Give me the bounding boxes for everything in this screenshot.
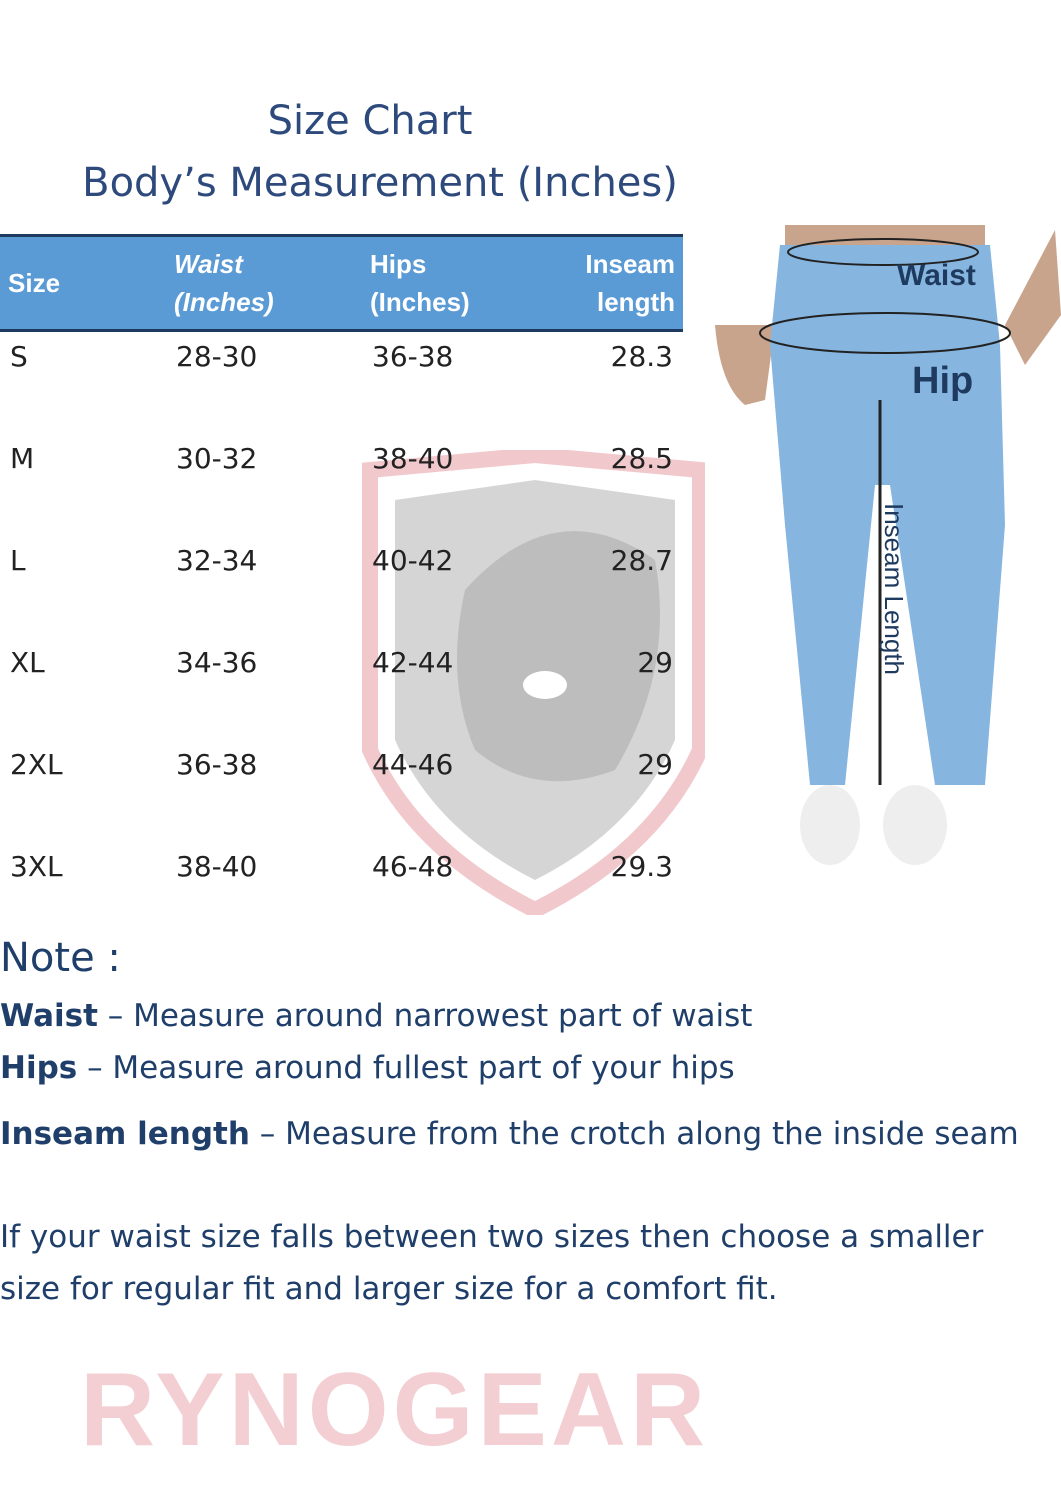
cell-size: 3XL — [10, 850, 63, 883]
cell-inseam: 29 — [637, 646, 673, 679]
cell-hips: 36-38 — [372, 340, 454, 373]
rhino-shield-watermark — [362, 450, 705, 915]
cell-size: 2XL — [10, 748, 63, 781]
header-hips: Hips (Inches) — [362, 234, 538, 332]
cell-hips: 40-42 — [372, 544, 454, 577]
brand-watermark: RYNOGEAR — [80, 1352, 710, 1468]
note-waist: Waist – Measure around narrowest part of… — [0, 998, 753, 1034]
size-table: Size Waist (Inches) Hips (Inches) Inseam le… — [0, 234, 683, 944]
note-inseam: Inseam length – Measure from the crotch … — [0, 1116, 1019, 1152]
note-hips: Hips – Measure around fullest part of yo… — [0, 1050, 735, 1086]
hip-label: Hip — [912, 360, 973, 402]
advice-line-1: If your waist size falls between two siz… — [0, 1219, 984, 1255]
cell-hips: 42-44 — [372, 646, 454, 679]
cell-hips: 38-40 — [372, 442, 454, 475]
table-row: L 32-34 40-42 28.7 — [0, 536, 683, 638]
note-heading: Note : — [0, 935, 121, 981]
cell-size: L — [10, 544, 26, 577]
table-row: XL 34-36 42-44 29 — [0, 638, 683, 740]
table-row: M 30-32 38-40 28.5 — [0, 434, 683, 536]
header-size: Size — [0, 234, 166, 332]
page-subtitle: Body’s Measurement (Inches) — [82, 160, 678, 206]
cell-waist: 36-38 — [176, 748, 258, 781]
cell-hips: 44-46 — [372, 748, 454, 781]
table-row: 2XL 36-38 44-46 29 — [0, 740, 683, 842]
cell-inseam: 29.3 — [610, 850, 673, 883]
cell-size: S — [10, 340, 28, 373]
table-header-row: Size Waist (Inches) Hips (Inches) Inseam le… — [0, 234, 683, 332]
cell-waist: 34-36 — [176, 646, 258, 679]
inseam-label: Inseam Length — [879, 503, 909, 675]
cell-size: M — [10, 442, 35, 475]
waist-label: Waist — [897, 259, 976, 292]
cell-inseam: 28.3 — [610, 340, 673, 373]
cell-waist: 32-34 — [176, 544, 258, 577]
cell-waist: 38-40 — [176, 850, 258, 883]
page-title: Size Chart — [267, 98, 473, 144]
cell-inseam: 28.5 — [610, 442, 673, 475]
cell-inseam: 28.7 — [610, 544, 673, 577]
header-inseam: Inseam length — [538, 234, 683, 332]
cell-waist: 30-32 — [176, 442, 258, 475]
advice-line-2: size for regular fit and larger size for… — [0, 1271, 778, 1307]
cell-hips: 46-48 — [372, 850, 454, 883]
model-pants-diagram: Waist Hip Inseam Length — [715, 225, 1061, 865]
table-row: 3XL 38-40 46-48 29.3 — [0, 842, 683, 944]
cell-waist: 28-30 — [176, 340, 258, 373]
cell-inseam: 29 — [637, 748, 673, 781]
header-waist: Waist (Inches) — [166, 234, 362, 332]
cell-size: XL — [10, 646, 45, 679]
table-row: S 28-30 36-38 28.3 — [0, 331, 683, 435]
